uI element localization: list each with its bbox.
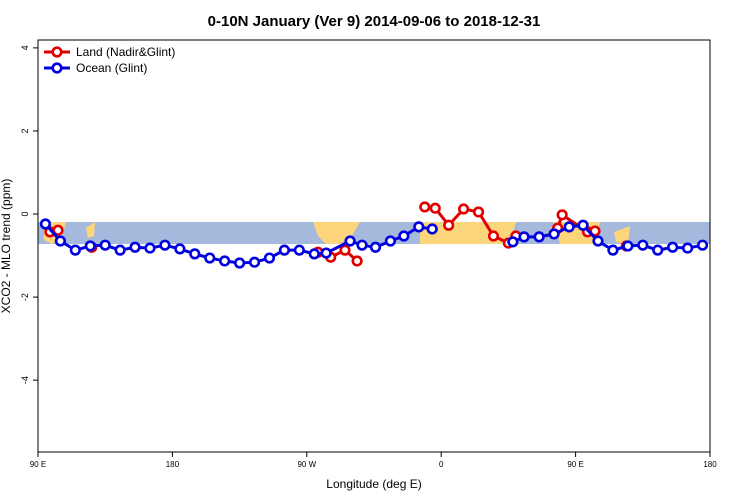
y-tick-label: 2 [20,128,30,133]
data-point [320,247,332,259]
data-point [563,221,575,233]
data-point [384,235,397,247]
data-point [487,230,500,242]
data-point [278,244,291,256]
data-point [263,252,276,264]
data-point [234,257,246,269]
map-strip [38,222,710,244]
data-point [556,209,568,221]
data-point [507,236,519,248]
data-point [159,239,171,251]
data-point [637,239,649,251]
data-point [472,206,485,218]
data-point [607,244,619,256]
data-point [443,219,455,231]
chart-title: 0-10N January (Ver 9) 2014-09-06 to 2018… [208,13,541,30]
y-tick-label: -4 [20,376,30,384]
data-point [69,244,81,256]
data-point [592,235,604,247]
data-point [548,228,560,240]
data-point [652,244,664,256]
x-tick-label: 180 [703,460,717,469]
x-tick-label: 90 E [30,460,46,469]
data-point [293,244,305,256]
x-tick-label: 180 [166,460,180,469]
data-point [429,202,441,214]
data-point [219,255,231,267]
data-point [533,231,545,243]
data-point [577,219,589,231]
data-point [99,239,111,251]
y-tick-label: -2 [20,293,30,301]
data-point [518,231,530,243]
data-point [129,241,141,253]
x-axis-label: Longitude (deg E) [326,477,421,491]
data-point [458,203,470,215]
data-point [174,243,186,255]
legend-label: Ocean (Glint) [76,61,147,75]
data-point [84,240,96,252]
data-point [54,235,67,247]
data-point [426,223,438,235]
legend-label: Land (Nadir&Glint) [76,45,175,59]
data-point [419,201,431,213]
y-axis-label: XCO2 - MLO trend (ppm) [0,179,13,314]
data-point [351,255,363,267]
data-point [189,248,201,260]
data-point [204,252,216,264]
data-point [344,235,356,247]
data-point [369,241,382,253]
y-tick-label: 0 [20,212,30,217]
data-point [667,241,679,253]
x-tick-label: 90 E [567,460,583,469]
data-point [622,240,634,252]
data-point [39,218,52,230]
data-point [696,239,709,251]
data-point [398,230,410,242]
plot-frame [37,39,711,453]
data-point [52,224,64,236]
data-point [681,242,694,254]
x-tick-label: 0 [439,460,444,469]
y-tick-label: 4 [20,45,30,50]
data-point [144,242,156,254]
data-point [248,256,261,268]
data-point [589,225,601,237]
legend-marker [51,62,63,74]
data-point [114,244,126,256]
data-point [339,244,351,256]
legend-marker [51,46,63,58]
x-tick-label: 90 W [297,460,316,469]
data-point [356,239,368,251]
data-point [308,248,320,260]
data-point [413,221,425,233]
